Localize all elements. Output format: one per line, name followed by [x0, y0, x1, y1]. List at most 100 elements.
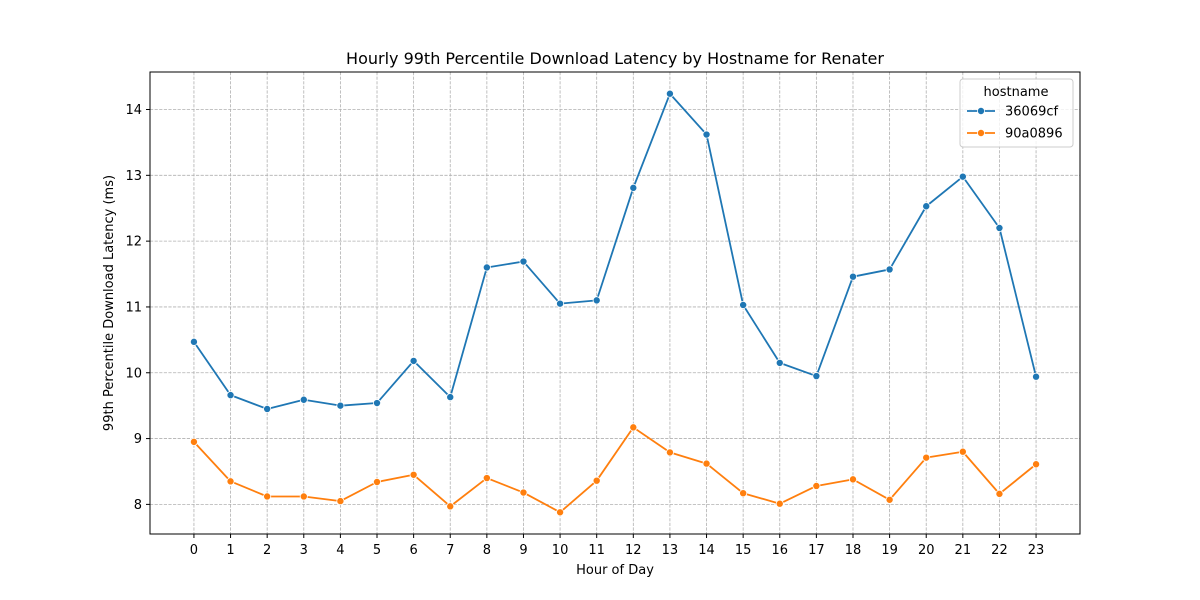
- x-tick-label: 4: [336, 543, 344, 558]
- x-tick-label: 6: [409, 543, 417, 558]
- data-point: [299, 395, 308, 404]
- y-tick-label: 9: [134, 432, 142, 447]
- y-tick-label: 12: [125, 235, 142, 250]
- chart-title: Hourly 99th Percentile Download Latency …: [346, 49, 884, 68]
- data-point: [519, 257, 528, 266]
- legend-marker: [977, 107, 986, 116]
- series-line-36069cf: [193, 92, 1037, 410]
- data-point: [702, 130, 711, 139]
- data-point: [665, 89, 674, 98]
- y-tick-label: 13: [125, 169, 142, 184]
- data-point: [336, 497, 345, 506]
- data-point: [189, 337, 198, 346]
- y-tick-label: 8: [134, 498, 142, 513]
- x-tick-label: 0: [190, 543, 198, 558]
- data-point: [446, 502, 455, 511]
- x-tick-label: 10: [552, 543, 569, 558]
- data-point: [226, 391, 235, 400]
- data-point: [263, 492, 272, 501]
- data-point: [922, 202, 931, 211]
- x-tick-label: 16: [771, 543, 788, 558]
- x-tick-label: 21: [955, 543, 972, 558]
- x-tick-label: 22: [991, 543, 1008, 558]
- series-layer: [189, 89, 1041, 517]
- x-tick-label: 19: [881, 543, 898, 558]
- y-tick-label: 10: [125, 366, 142, 381]
- data-point: [409, 470, 418, 479]
- data-point: [592, 476, 601, 485]
- series-90a0896: [189, 423, 1041, 517]
- data-point: [446, 393, 455, 402]
- data-point: [629, 183, 638, 192]
- data-point: [482, 474, 491, 483]
- data-point: [848, 272, 857, 281]
- data-point: [775, 499, 784, 508]
- x-tick-label: 3: [300, 543, 308, 558]
- data-point: [556, 508, 565, 517]
- gridlines: [150, 72, 1080, 534]
- data-point: [592, 296, 601, 305]
- data-point: [995, 489, 1004, 498]
- legend-label: 36069cf: [1005, 105, 1059, 120]
- data-point: [409, 356, 418, 365]
- data-point: [775, 358, 784, 367]
- data-point: [226, 477, 235, 486]
- data-point: [336, 401, 345, 410]
- data-point: [848, 475, 857, 484]
- y-axis-title: 99th Percentile Download Latency (ms): [102, 175, 117, 431]
- x-axis: 0 1 2 3 4 5 6 7 8 9 10 11 12 13 14 15 16 17 18 19 20 21 22 23: [190, 534, 1045, 558]
- legend: hostname 36069cf 90a0896: [959, 78, 1074, 148]
- x-tick-label: 8: [483, 543, 491, 558]
- x-tick-label: 7: [446, 543, 454, 558]
- x-tick-label: 23: [1028, 543, 1045, 558]
- data-point: [885, 265, 894, 274]
- data-point: [995, 223, 1004, 232]
- legend-box: [959, 78, 1074, 148]
- data-point: [739, 489, 748, 498]
- legend-entry-90a0896: 90a0896: [967, 127, 1063, 142]
- legend-entry-36069cf: 36069cf: [967, 105, 1059, 120]
- data-point: [1032, 372, 1041, 381]
- x-tick-label: 18: [845, 543, 862, 558]
- x-tick-label: 12: [625, 543, 642, 558]
- x-tick-label: 13: [662, 543, 679, 558]
- data-point: [665, 448, 674, 457]
- data-point: [373, 399, 382, 408]
- data-point: [922, 453, 931, 462]
- x-tick-label: 15: [735, 543, 752, 558]
- data-point: [702, 459, 711, 468]
- legend-label: 90a0896: [1005, 127, 1063, 142]
- y-axis: 8 9 10 11 12 13 14: [125, 103, 150, 513]
- plot-frame: [149, 71, 1081, 535]
- data-point: [739, 300, 748, 309]
- series-36069cf: [189, 89, 1041, 413]
- x-axis-title: Hour of Day: [576, 563, 654, 578]
- y-tick-label: 11: [125, 300, 142, 315]
- data-point: [885, 495, 894, 504]
- x-tick-label: 17: [808, 543, 825, 558]
- legend-title: hostname: [984, 85, 1049, 100]
- data-point: [373, 478, 382, 487]
- x-tick-label: 11: [588, 543, 605, 558]
- data-point: [958, 172, 967, 181]
- data-point: [556, 299, 565, 308]
- y-tick-label: 14: [125, 103, 142, 118]
- x-tick-label: 1: [226, 543, 234, 558]
- data-point: [263, 404, 272, 413]
- x-tick-label: 9: [519, 543, 527, 558]
- data-point: [299, 492, 308, 501]
- data-point: [812, 372, 821, 381]
- data-point: [482, 263, 491, 272]
- data-point: [958, 447, 967, 456]
- data-point: [812, 481, 821, 490]
- legend-marker: [977, 128, 986, 137]
- x-tick-label: 5: [373, 543, 381, 558]
- data-point: [519, 488, 528, 497]
- data-point: [629, 423, 638, 432]
- x-tick-label: 14: [698, 543, 715, 558]
- data-point: [1032, 460, 1041, 469]
- series-line-90a0896: [193, 426, 1037, 514]
- x-tick-label: 20: [918, 543, 935, 558]
